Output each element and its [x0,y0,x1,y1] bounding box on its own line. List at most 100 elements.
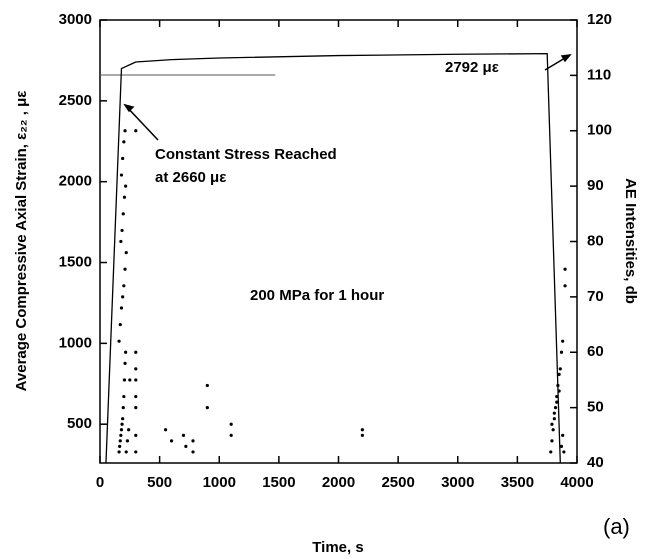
ae-point [121,212,125,216]
ae-point [555,400,559,404]
ae-point [557,389,561,393]
ae-point [119,433,123,437]
ae-point [550,422,554,426]
ae-point [561,339,565,343]
ae-point [124,250,128,255]
ae-point [563,284,567,288]
ae-point [127,428,131,432]
ae-point [125,439,130,443]
ae-point [229,422,233,426]
ae-point [553,406,558,410]
ae-point [122,140,126,144]
ae-point [205,383,209,388]
x-tick-label: 500 [147,474,172,491]
ae-point [181,433,186,437]
y2-tick-label: 110 [587,66,611,83]
y2-tick-label: 100 [587,122,612,139]
ae-point [552,411,556,415]
ae-point [191,450,195,454]
ae-point [121,295,125,299]
ae-point [551,428,555,432]
ae-point [134,129,138,133]
x-tick-label: 2500 [381,474,414,491]
annotation: 200 MPa for 1 hour [250,287,384,304]
ae-point [128,378,132,382]
annotation: Constant Stress Reached [155,146,337,163]
ae-point [561,433,565,437]
ae-point [562,450,566,454]
ae-point [559,444,564,448]
ae-point [117,450,121,454]
ae-point [122,284,126,288]
ae-point [118,322,122,327]
ae-point [124,450,128,454]
y2-tick-label: 50 [587,399,604,416]
y2-tick-label: 60 [587,343,604,360]
ae-point [555,394,559,399]
y2-axis-label: AE Intensities, db [622,178,639,304]
ae-point [134,350,138,354]
panel-label: (a) [603,514,630,539]
ae-point [122,394,126,399]
ae-point [124,184,128,188]
y-axis-label: Average Compressive Axial Strain, ε₂₂ , … [13,91,30,392]
ae-point [119,239,123,244]
x-tick-label: 0 [96,474,104,491]
x-axis-label: Time, s [312,539,363,556]
x-tick-label: 4000 [560,474,593,491]
x-tick-label: 1000 [203,474,236,491]
ae-point [121,156,125,161]
ae-point [184,444,188,448]
ae-point [134,394,138,399]
ae-point [191,439,195,443]
ae-point [122,378,127,382]
y-tick-label: 1500 [59,253,92,270]
annotation: at 2660 με [155,169,226,186]
ae-point [169,439,174,443]
ae-point [229,433,233,437]
arrows [123,54,572,141]
ae-point [360,433,364,437]
x-tick-label: 3000 [441,474,474,491]
ae-point [556,383,560,388]
ae-point [550,439,554,443]
ae-point [123,129,127,133]
y-tick-label: 2500 [59,92,92,109]
ae-point [360,428,364,432]
x-tick-label: 2000 [322,474,355,491]
ae-point [119,306,124,310]
ae-point [120,228,124,233]
ae-point [119,428,124,432]
ae-point [124,350,128,354]
ae-point [118,439,122,443]
y2-tick-label: 40 [587,454,604,471]
y-tick-label: 3000 [59,11,92,28]
ae-point [134,406,138,410]
ae-point [552,417,556,421]
ae-point [134,433,138,437]
ae-point [122,195,127,199]
ae-point [134,378,138,382]
ae-point [121,417,125,421]
ae-point [119,173,124,177]
ae-point [118,444,122,448]
strain-line [105,52,561,464]
ae-point [123,361,127,365]
ae-point [134,367,138,371]
y2-tick-label: 120 [587,11,612,28]
annotation: 2792 με [445,59,499,76]
y2-tick-label: 80 [587,232,604,249]
y-tick-label: 500 [67,415,92,432]
ae-point [557,372,561,376]
y-tick-label: 2000 [59,173,92,190]
x-tick-label: 1500 [262,474,295,491]
ae-point [123,267,127,271]
ae-point [559,350,564,354]
ae-point [163,428,168,432]
y2-tick-label: 90 [587,177,604,194]
x-tick-label: 3500 [501,474,534,491]
ae-point [563,267,567,271]
ae-point [120,422,124,426]
ae-point [549,450,553,454]
